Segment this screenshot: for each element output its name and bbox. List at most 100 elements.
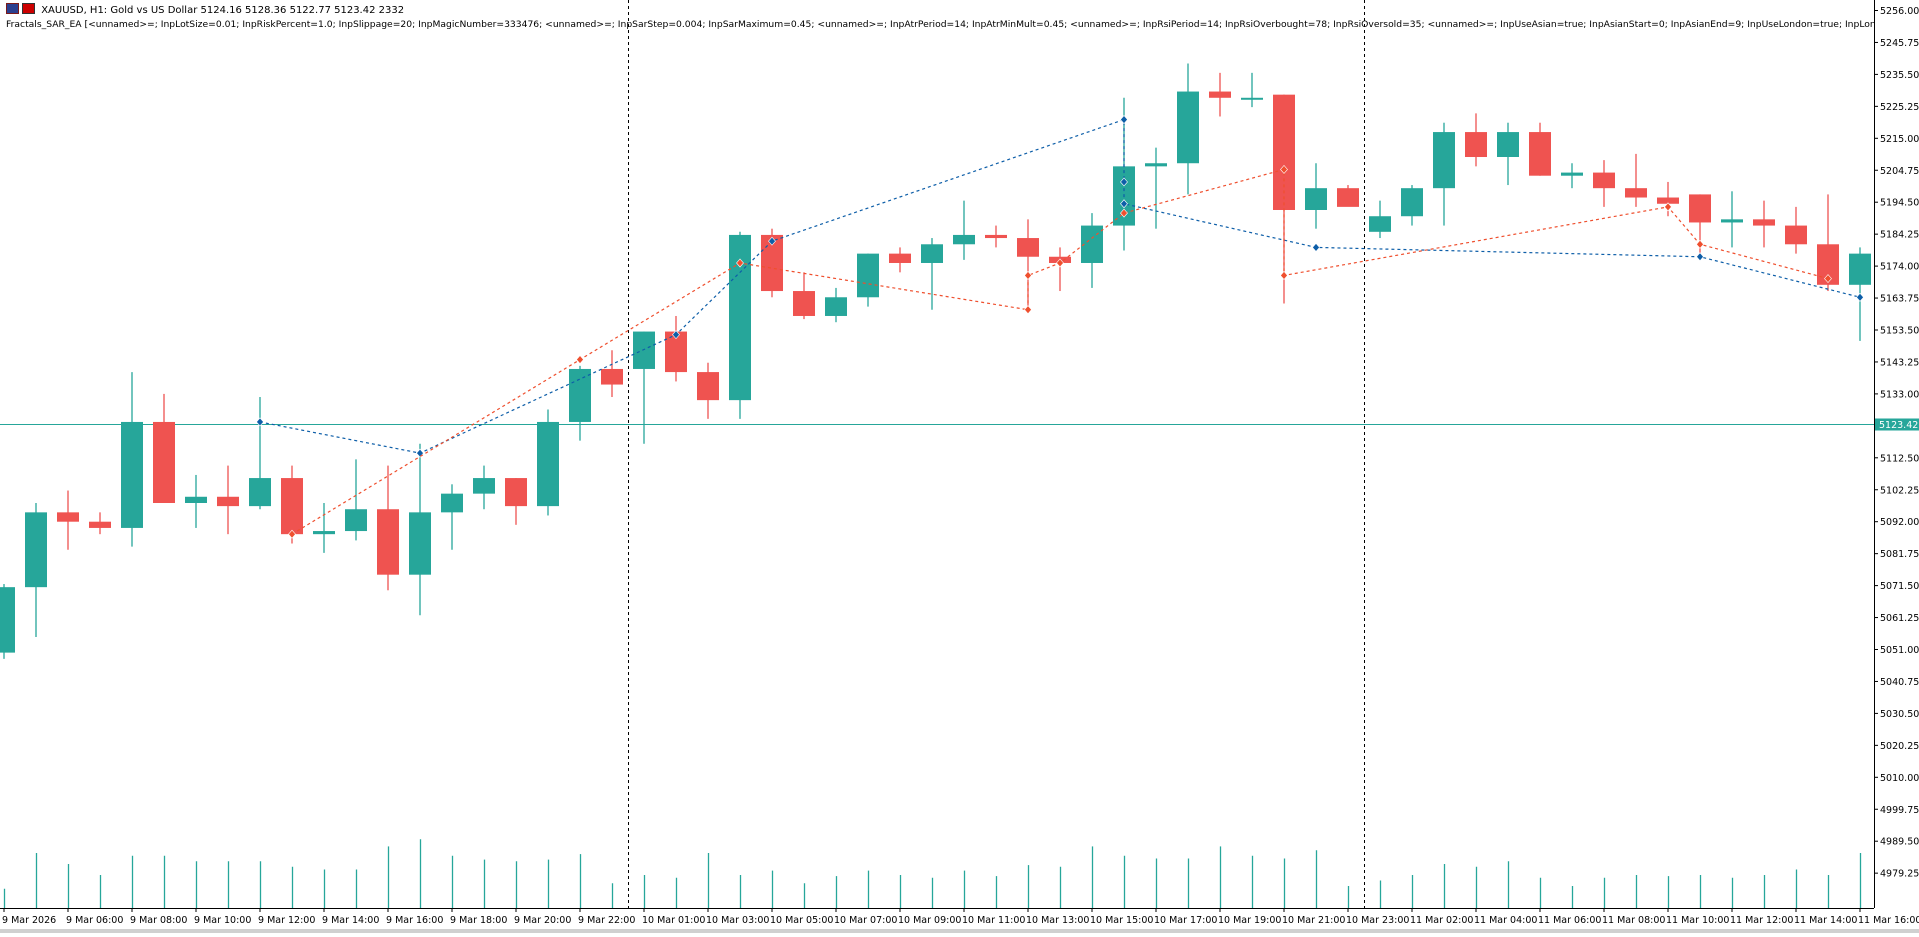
candle (441, 484, 463, 550)
candle (377, 465, 399, 591)
candle (825, 287, 847, 323)
sar-indicator (256, 115, 1864, 539)
time-tick-label: 10 Mar 01:00 (642, 915, 705, 926)
price-tick-label: 5061.25 (1880, 613, 1919, 624)
sar-bear-marker (288, 529, 296, 539)
candle (1593, 160, 1615, 207)
sar-bear-marker (1696, 239, 1704, 249)
candle (345, 459, 367, 541)
candle (25, 502, 47, 638)
time-tick-label: 10 Mar 07:00 (834, 915, 897, 926)
price-tick-label: 4999.75 (1880, 805, 1919, 816)
candle (793, 272, 815, 320)
candle (1465, 113, 1487, 167)
sar-bull-marker (256, 417, 264, 427)
sar-bull-marker (1120, 199, 1128, 209)
candle-body (441, 493, 463, 513)
candle-body (1017, 238, 1039, 257)
candle (1785, 206, 1807, 254)
price-tick-label: 5092.00 (1880, 517, 1919, 528)
candle (57, 490, 79, 550)
price-tick-label: 5153.50 (1880, 326, 1919, 337)
price-tick-label: 5102.25 (1880, 485, 1919, 496)
price-tick-label: 5020.25 (1880, 741, 1919, 752)
sar-bull-path (259, 118, 1861, 454)
price-tick-label: 5133.00 (1880, 389, 1919, 400)
price-tick-label: 5235.50 (1880, 70, 1919, 81)
candle (985, 225, 1007, 248)
price-tick-label: 5071.50 (1880, 581, 1919, 592)
candle (1721, 191, 1743, 248)
time-tick-label: 9 Mar 16:00 (386, 915, 443, 926)
time-tick-label: 10 Mar 15:00 (1090, 915, 1153, 926)
time-tick-label: 10 Mar 13:00 (1026, 915, 1089, 926)
sar-bull-marker (1120, 177, 1128, 187)
candle-body (1529, 132, 1551, 176)
candle (953, 200, 975, 260)
candle-body (185, 496, 207, 503)
candle-body (1721, 219, 1743, 223)
time-tick-label: 11 Mar 12:00 (1730, 915, 1793, 926)
sar-bear-marker (1120, 208, 1128, 218)
candle (1241, 72, 1263, 108)
candle (1305, 163, 1327, 229)
candle-body (857, 253, 879, 298)
time-tick-label: 11 Mar 10:00 (1666, 915, 1729, 926)
time-tick-label: 9 Mar 12:00 (258, 915, 315, 926)
candle-body (537, 421, 559, 507)
candle (185, 474, 207, 528)
price-tick-label: 5174.00 (1880, 262, 1919, 273)
time-tick-label: 11 Mar 02:00 (1410, 915, 1473, 926)
candle-body (633, 331, 655, 369)
sar-bull-marker (1312, 242, 1320, 252)
candle (889, 247, 911, 273)
candle-body (1689, 194, 1711, 223)
price-tick-label: 5051.00 (1880, 645, 1919, 656)
price-tick-label: 5194.50 (1880, 198, 1919, 209)
candle-body (1817, 244, 1839, 285)
sar-bear-marker (1824, 274, 1832, 284)
candle-body (1657, 197, 1679, 204)
candle-body (729, 234, 751, 401)
spread-value: 2332 (378, 5, 405, 16)
candle-body (1305, 188, 1327, 210)
candle-body (953, 234, 975, 245)
chart-menu-icon[interactable] (6, 3, 19, 14)
symbol-flag-icon (22, 3, 35, 14)
time-tick-label: 9 Mar 20:00 (514, 915, 571, 926)
sar-bear-marker (1280, 165, 1288, 174)
candle-body (1753, 219, 1775, 226)
price-tick-label: 5256.00 (1880, 6, 1919, 17)
candle-body (313, 531, 335, 535)
candle-body (1625, 188, 1647, 198)
candle (665, 315, 687, 382)
candle-body (1241, 97, 1263, 100)
candle (1081, 213, 1103, 288)
candle-body (281, 478, 303, 535)
time-tick-label: 10 Mar 03:00 (706, 915, 769, 926)
candle-body (601, 368, 623, 385)
candle-body (665, 331, 687, 373)
candle (121, 372, 143, 547)
sar-bear-marker (576, 355, 584, 365)
candle (313, 502, 335, 553)
price-tick-label: 5010.00 (1880, 773, 1919, 784)
time-tick-label: 10 Mar 17:00 (1154, 915, 1217, 926)
candle (409, 443, 431, 616)
price-tick-label: 5112.50 (1880, 453, 1919, 464)
time-tick-label: 11 Mar 16:00 (1858, 915, 1919, 926)
candle (1625, 153, 1647, 207)
candle (1497, 122, 1519, 186)
candle-body (1209, 91, 1231, 98)
candle-body (345, 509, 367, 532)
candle-body (1337, 188, 1359, 207)
sar-bull-marker (1856, 292, 1864, 302)
sar-bear-marker (1024, 305, 1032, 315)
candle (1561, 163, 1583, 189)
sar-bull-marker (672, 330, 680, 340)
candle-body (569, 368, 591, 422)
candle-body (0, 587, 15, 653)
time-tick-label: 9 Mar 06:00 (66, 915, 123, 926)
